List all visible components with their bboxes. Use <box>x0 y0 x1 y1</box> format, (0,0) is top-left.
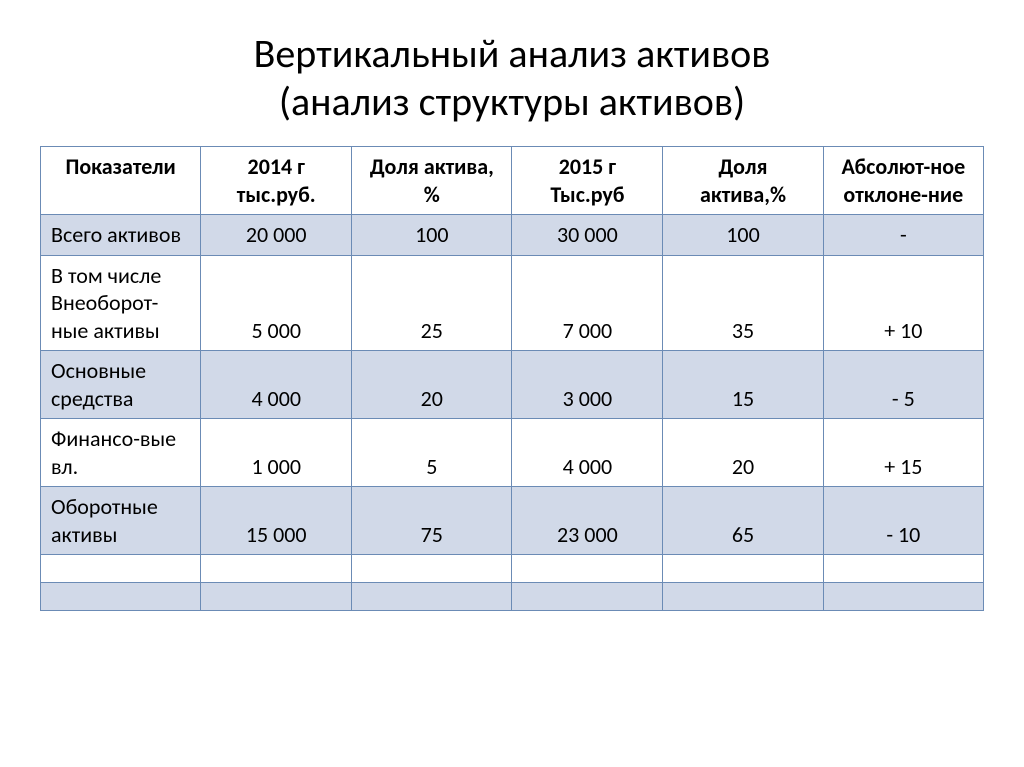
cell-value: 4 000 <box>512 419 663 487</box>
cell-value: 100 <box>352 215 512 256</box>
empty-cell <box>201 583 352 611</box>
slide-container: Вертикальный анализ активов (анализ стру… <box>0 0 1024 611</box>
cell-value: 100 <box>663 215 823 256</box>
cell-value: - 5 <box>823 351 983 419</box>
col-header: Доля актива,% <box>663 147 823 215</box>
row-label: Финансо-вые вл. <box>41 419 201 487</box>
cell-value: 15 <box>663 351 823 419</box>
col-header: Доля актива, % <box>352 147 512 215</box>
col-header: 2015 г Тыс.руб <box>512 147 663 215</box>
row-label: Всего активов <box>41 215 201 256</box>
empty-cell <box>41 555 201 583</box>
cell-value: 20 <box>352 351 512 419</box>
cell-value: - <box>823 215 983 256</box>
title-line-2: (анализ структуры активов) <box>279 77 745 126</box>
cell-value: 4 000 <box>201 351 352 419</box>
assets-table: Показатели 2014 г тыс.руб. Доля актива, … <box>40 146 984 611</box>
empty-cell <box>823 555 983 583</box>
table-row-empty <box>41 583 984 611</box>
table-header-row: Показатели 2014 г тыс.руб. Доля актива, … <box>41 147 984 215</box>
empty-cell <box>201 555 352 583</box>
cell-value: 23 000 <box>512 487 663 555</box>
cell-value: 30 000 <box>512 215 663 256</box>
col-header: Показатели <box>41 147 201 215</box>
page-title: Вертикальный анализ активов (анализ стру… <box>40 30 984 126</box>
cell-value: 20 <box>663 419 823 487</box>
empty-cell <box>663 555 823 583</box>
empty-cell <box>823 583 983 611</box>
cell-value: 75 <box>352 487 512 555</box>
empty-cell <box>663 583 823 611</box>
cell-value: 15 000 <box>201 487 352 555</box>
cell-value: 7 000 <box>512 255 663 351</box>
row-label: Оборотные активы <box>41 487 201 555</box>
empty-cell <box>512 555 663 583</box>
cell-value: 3 000 <box>512 351 663 419</box>
cell-value: + 10 <box>823 255 983 351</box>
row-label: В том числе Внеоборот-ные активы <box>41 255 201 351</box>
cell-value: 35 <box>663 255 823 351</box>
cell-value: 1 000 <box>201 419 352 487</box>
col-header: Абсолют-ное отклоне-ние <box>823 147 983 215</box>
table-row: В том числе Внеоборот-ные активы5 000257… <box>41 255 984 351</box>
table-row-empty <box>41 555 984 583</box>
cell-value: 20 000 <box>201 215 352 256</box>
empty-cell <box>512 583 663 611</box>
empty-cell <box>352 583 512 611</box>
table-row: Основные средства4 000203 00015- 5 <box>41 351 984 419</box>
title-line-1: Вертикальный анализ активов <box>254 29 771 78</box>
cell-value: 65 <box>663 487 823 555</box>
col-header: 2014 г тыс.руб. <box>201 147 352 215</box>
cell-value: 5 <box>352 419 512 487</box>
empty-cell <box>352 555 512 583</box>
cell-value: - 10 <box>823 487 983 555</box>
cell-value: 25 <box>352 255 512 351</box>
cell-value: + 15 <box>823 419 983 487</box>
row-label: Основные средства <box>41 351 201 419</box>
table-row: Всего активов20 00010030 000100- <box>41 215 984 256</box>
table-row: Финансо-вые вл.1 00054 00020+ 15 <box>41 419 984 487</box>
table-row: Оборотные активы15 0007523 00065- 10 <box>41 487 984 555</box>
empty-cell <box>41 583 201 611</box>
table-body: Всего активов20 00010030 000100-В том чи… <box>41 215 984 611</box>
cell-value: 5 000 <box>201 255 352 351</box>
